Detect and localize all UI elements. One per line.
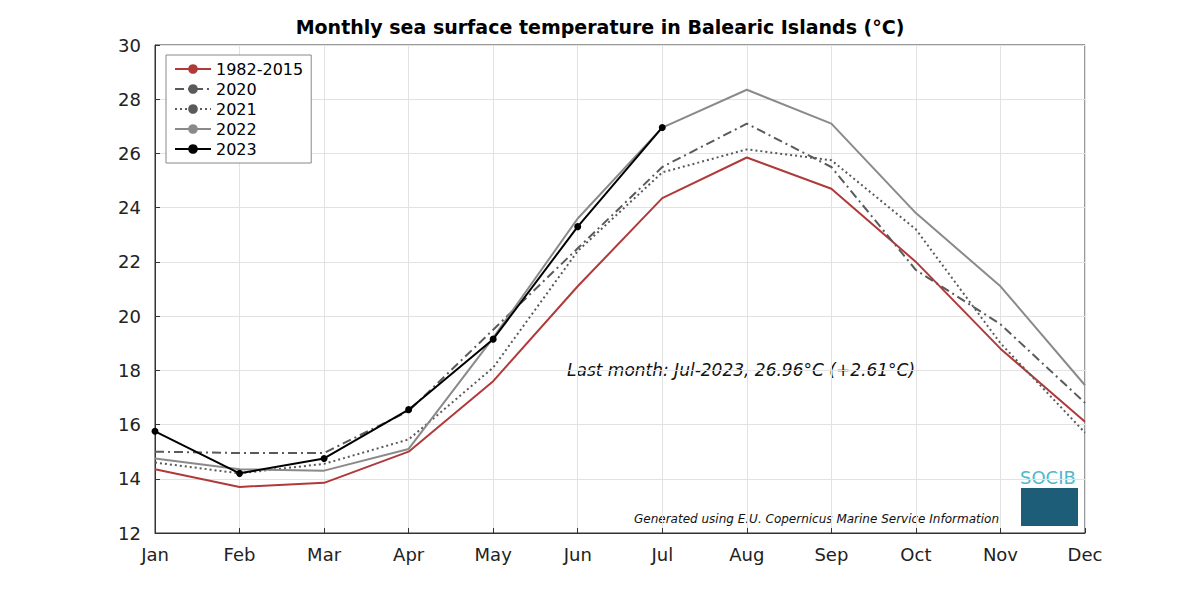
svg-text:2022: 2022 bbox=[216, 120, 257, 139]
svg-text:16: 16 bbox=[118, 414, 141, 435]
svg-text:14: 14 bbox=[118, 468, 141, 489]
svg-text:1982-2015: 1982-2015 bbox=[216, 60, 303, 79]
svg-text:12: 12 bbox=[118, 523, 141, 544]
svg-text:SOCIB: SOCIB bbox=[1020, 467, 1076, 488]
svg-text:May: May bbox=[475, 544, 513, 565]
svg-text:Jul: Jul bbox=[650, 544, 673, 565]
svg-text:28: 28 bbox=[118, 89, 141, 110]
svg-text:Mar: Mar bbox=[307, 544, 342, 565]
svg-text:18: 18 bbox=[118, 360, 141, 381]
svg-text:2020: 2020 bbox=[216, 80, 257, 99]
svg-text:Dec: Dec bbox=[1068, 544, 1103, 565]
svg-text:Last month: Jul-2023, 26.96°C: Last month: Jul-2023, 26.96°C (+2.61°C) bbox=[567, 360, 915, 380]
svg-text:2023: 2023 bbox=[216, 140, 257, 159]
svg-text:Apr: Apr bbox=[393, 544, 425, 565]
svg-text:Monthly sea surface temperatur: Monthly sea surface temperature in Balea… bbox=[296, 16, 905, 38]
svg-text:26: 26 bbox=[118, 143, 141, 164]
svg-text:Oct: Oct bbox=[900, 544, 931, 565]
svg-text:Feb: Feb bbox=[224, 544, 256, 565]
svg-text:Sep: Sep bbox=[814, 544, 848, 565]
svg-text:2021: 2021 bbox=[216, 100, 257, 119]
svg-text:Nov: Nov bbox=[983, 544, 1018, 565]
svg-text:Generated using E.U. Copernicu: Generated using E.U. Copernicus Marine S… bbox=[634, 512, 999, 526]
svg-text:Aug: Aug bbox=[729, 544, 764, 565]
svg-text:Jan: Jan bbox=[140, 544, 169, 565]
svg-text:30: 30 bbox=[118, 35, 141, 56]
svg-text:20: 20 bbox=[118, 306, 141, 327]
svg-text:22: 22 bbox=[118, 251, 141, 272]
svg-text:24: 24 bbox=[118, 197, 141, 218]
svg-text:Jun: Jun bbox=[563, 544, 592, 565]
